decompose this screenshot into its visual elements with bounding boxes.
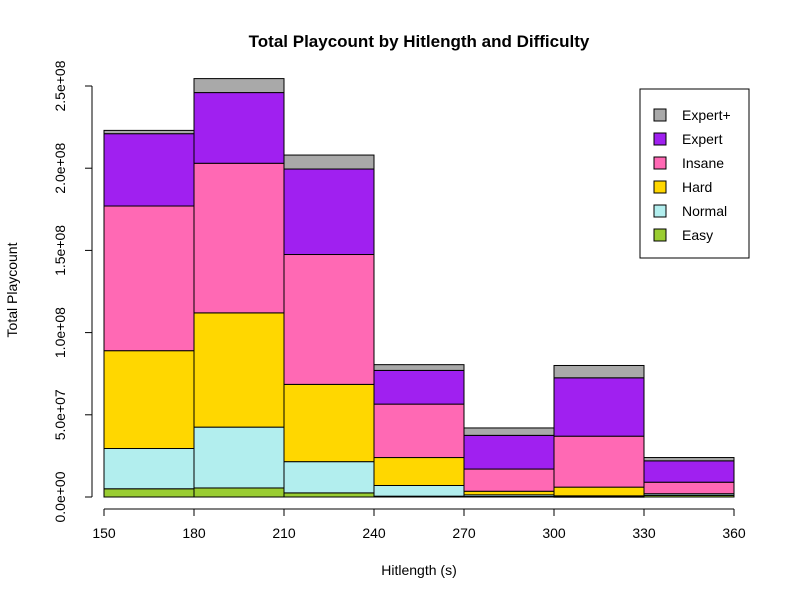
bar-segment-insane-210: [283, 254, 375, 385]
bar-segment-easy-210: [283, 492, 375, 498]
x-tick-label: 300: [542, 525, 566, 541]
bar-segment-normal-240: [373, 484, 465, 497]
y-tick-label: 2.0e+08: [52, 142, 68, 193]
legend-label: Insane: [682, 155, 724, 171]
bars-group: [103, 78, 735, 498]
x-tick-label: 180: [182, 525, 206, 541]
bar-segment-insane-330: [643, 481, 735, 495]
x-tick-label: 240: [362, 525, 386, 541]
y-axis: 0.0e+00 5.0e+07 1.0e+08 1.5e+08 2.0e+08 2.5e+…: [52, 60, 93, 523]
bar-segment-expert-plus-330: [643, 457, 735, 462]
bar-segment-insane-180: [193, 162, 285, 314]
y-tick-label: 0.0e+00: [52, 471, 68, 522]
bar-segment-expert-330: [643, 460, 735, 483]
bar-segment-hard-300: [553, 486, 645, 497]
bar-segment-insane-240: [373, 403, 465, 459]
legend-swatch: [653, 228, 667, 242]
y-tick-label: 2.5e+08: [52, 60, 68, 111]
bar-segment-hard-270: [463, 490, 555, 496]
legend-label: Hard: [682, 179, 712, 195]
bar-segment-insane-270: [463, 468, 555, 492]
legend-label: Expert+: [682, 107, 731, 123]
bar-segment-insane-300: [553, 435, 645, 488]
x-axis: 150 180 210 240 270 300 330 360: [92, 508, 746, 541]
bar-segment-expert-plus-180: [193, 78, 285, 94]
bar-segment-normal-210: [283, 461, 375, 494]
chart-title: Total Playcount by Hitlength and Difficu…: [249, 32, 590, 51]
y-tick-label: 1.5e+08: [52, 225, 68, 276]
bar-segment-expert-180: [193, 92, 285, 164]
bar-segment-expert-plus-300: [553, 364, 645, 379]
y-tick-label: 5.0e+07: [52, 389, 68, 440]
legend-label: Easy: [682, 227, 713, 243]
bar-segment-hard-210: [283, 383, 375, 463]
bar-segment-hard-150: [103, 350, 195, 450]
legend-swatch: [653, 180, 667, 194]
bar-segment-normal-150: [103, 448, 195, 490]
legend-swatch: [653, 132, 667, 146]
bar-segment-insane-150: [103, 205, 195, 352]
x-tick-label: 270: [452, 525, 476, 541]
bar-segment-expert-150: [103, 133, 195, 207]
bar-segment-expert-270: [463, 434, 555, 470]
bar-segment-expert-plus-270: [463, 427, 555, 436]
bar-segment-expert-300: [553, 377, 645, 437]
legend-swatch: [653, 156, 667, 170]
x-axis-label: Hitlength (s): [381, 562, 456, 578]
bar-segment-easy-150: [103, 488, 195, 498]
bar-segment-normal-180: [193, 426, 285, 489]
bar-segment-expert-240: [373, 369, 465, 405]
bar-segment-expert-plus-240: [373, 364, 465, 371]
bar-segment-easy-180: [193, 487, 285, 498]
bar-segment-expert-210: [283, 168, 375, 256]
legend: Expert+ Expert Insane Hard Normal Easy: [639, 88, 750, 259]
x-tick-label: 360: [722, 525, 746, 541]
legend-swatch: [653, 204, 667, 218]
bar-segment-hard-240: [373, 457, 465, 486]
bar-segment-hard-180: [193, 312, 285, 428]
y-axis-label: Total Playcount: [4, 242, 20, 337]
bar-segment-expert-plus-150: [103, 129, 195, 135]
legend-swatch: [653, 108, 667, 122]
x-tick-label: 210: [272, 525, 296, 541]
y-tick-label: 1.0e+08: [52, 307, 68, 358]
x-tick-label: 330: [632, 525, 656, 541]
x-tick-label: 150: [92, 525, 116, 541]
bar-segment-expert-plus-210: [283, 154, 375, 170]
legend-label: Expert: [682, 131, 723, 147]
legend-label: Normal: [682, 203, 727, 219]
